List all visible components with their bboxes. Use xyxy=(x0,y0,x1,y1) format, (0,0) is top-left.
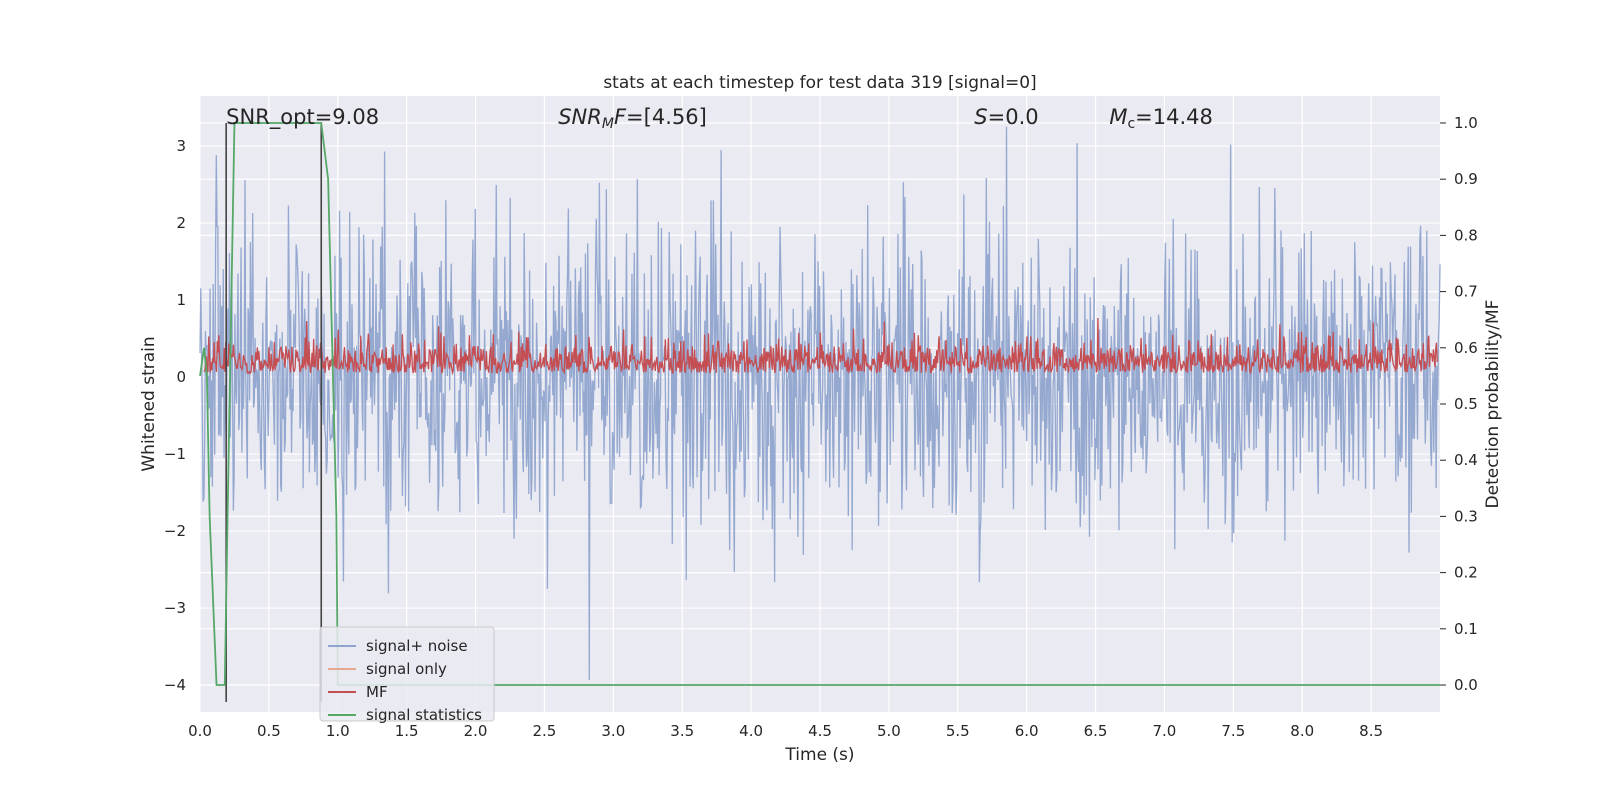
y2-tick-label: 0.1 xyxy=(1454,620,1478,638)
x-tick-label: 8.5 xyxy=(1359,722,1383,740)
legend: signal+ noise signal only MF signal statist… xyxy=(319,626,495,724)
x-tick-label: 0.5 xyxy=(257,722,281,740)
y-tick-label: −3 xyxy=(164,599,186,617)
y2-tick-label: 0.4 xyxy=(1454,451,1478,469)
chart-title: stats at each timestep for test data 319… xyxy=(603,73,1036,93)
annotations: SNR_opt=9.08 SNRMF=[4.56] S=0.0 Mc=14.48 xyxy=(226,105,1213,132)
y2-tick-label: 0.8 xyxy=(1454,226,1478,244)
y2-tick-label: 0.3 xyxy=(1454,507,1478,525)
y2-tick-label: 0.7 xyxy=(1454,283,1478,301)
y-tick-label: −4 xyxy=(164,676,186,694)
x-tick-label: 6.0 xyxy=(1015,722,1039,740)
legend-label: MF xyxy=(366,683,388,701)
y2-axis-ticks: 0.0 0.1 0.2 0.3 0.4 0.5 0.6 0.7 0.8 0.9 1.0 xyxy=(1440,114,1478,694)
x-tick-label: 4.0 xyxy=(739,722,763,740)
x-tick-label: 1.0 xyxy=(326,722,350,740)
y2-tick-label: 0.6 xyxy=(1454,339,1478,357)
x-tick-label: 4.5 xyxy=(808,722,832,740)
y-axis-label: Whitened strain xyxy=(139,336,159,471)
y2-tick-label: 0.0 xyxy=(1454,676,1478,694)
y-tick-label: 0 xyxy=(176,368,186,386)
annotation-1: SNRMF=[4.56] xyxy=(558,105,707,132)
y-tick-label: −2 xyxy=(164,522,186,540)
annotation-3: Mc=14.48 xyxy=(1109,105,1213,132)
x-tick-label: 7.0 xyxy=(1153,722,1177,740)
x-tick-label: 6.5 xyxy=(1084,722,1108,740)
y2-tick-label: 1.0 xyxy=(1454,114,1478,132)
annotation-0: SNR_opt=9.08 xyxy=(226,105,379,130)
legend-label: signal statistics xyxy=(366,706,482,724)
x-tick-label: 2.5 xyxy=(533,722,557,740)
x-tick-label: 8.0 xyxy=(1290,722,1314,740)
y-tick-label: −1 xyxy=(164,445,186,463)
y2-axis-label: Detection probability/MF xyxy=(1483,300,1503,509)
y2-tick-label: 0.5 xyxy=(1454,395,1478,413)
y-tick-label: 3 xyxy=(176,137,186,155)
x-axis-ticks: 0.0 0.5 1.0 1.5 2.0 2.5 3.0 3.5 4.0 4.5 5.0 5.5 6.0 6… xyxy=(188,722,1383,740)
y-tick-label: 1 xyxy=(176,291,186,309)
x-axis-label: Time (s) xyxy=(784,745,854,765)
annotation-2: S=0.0 xyxy=(974,105,1038,129)
y-axis-ticks: −4 −3 −2 −1 0 1 2 3 xyxy=(164,137,186,694)
legend-box xyxy=(319,626,495,722)
y-tick-label: 2 xyxy=(176,214,186,232)
x-tick-label: 3.0 xyxy=(601,722,625,740)
x-tick-label: 2.0 xyxy=(464,722,488,740)
x-tick-label: 5.0 xyxy=(877,722,901,740)
y2-tick-label: 0.2 xyxy=(1454,564,1478,582)
x-tick-label: 0.0 xyxy=(188,722,212,740)
x-tick-label: 7.5 xyxy=(1221,722,1245,740)
series-mf xyxy=(203,317,1438,376)
x-tick-label: 1.5 xyxy=(395,722,419,740)
x-tick-label: 3.5 xyxy=(670,722,694,740)
y2-tick-label: 0.9 xyxy=(1454,170,1478,188)
x-tick-label: 5.5 xyxy=(946,722,970,740)
legend-label: signal only xyxy=(366,660,447,678)
legend-label: signal+ noise xyxy=(366,637,468,655)
